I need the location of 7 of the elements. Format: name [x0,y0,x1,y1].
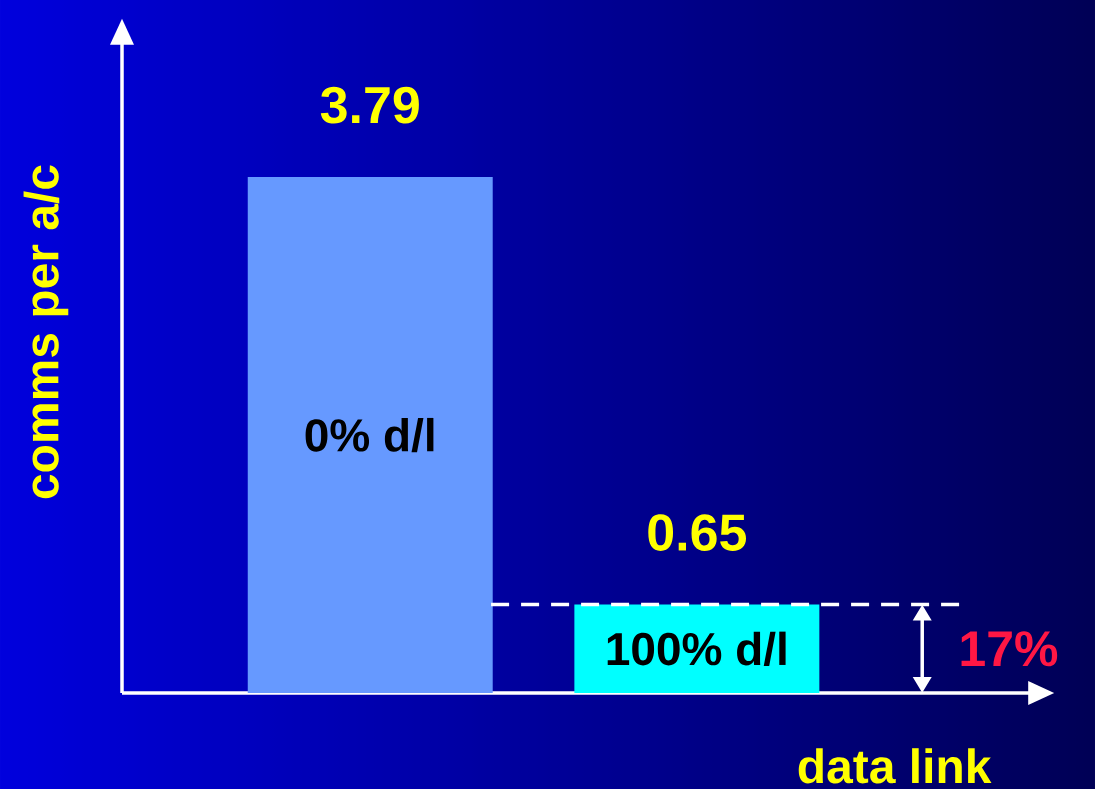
x-tick-label: 100% d/l [607,631,786,666]
data-label: 3.79 [320,86,419,124]
data-label: 0.65 [648,514,747,551]
y-axis-title: comms per a/c [23,165,69,499]
x-axis-title: data link [798,748,992,784]
annotation: 17% [961,631,1058,667]
x-tick-label: 0% d/l [305,417,434,453]
